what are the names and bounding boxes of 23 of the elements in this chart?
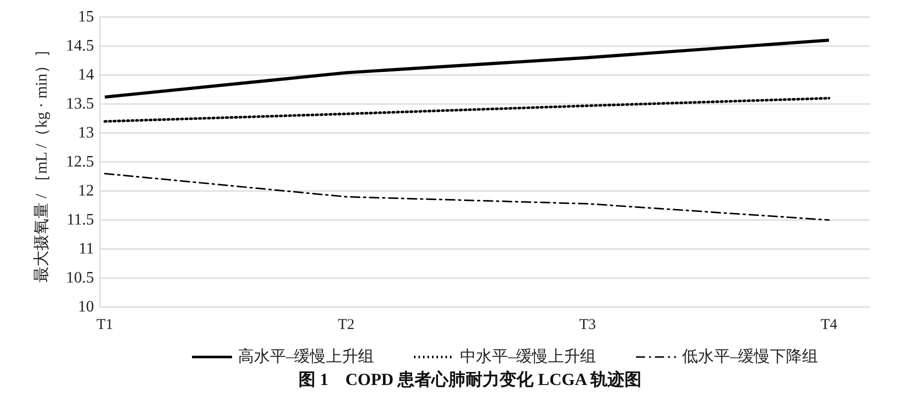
line-series [104,172,830,221]
y-tick-label: 14 [78,66,94,84]
y-tick-label: 12 [78,182,94,200]
y-tick-label: 10 [78,298,94,316]
y-tick-label: 10.5 [66,270,94,286]
y-axis-title: 最大摄氧量 / ［mL /（kg · min）］ [32,42,50,282]
legend-label: 中水平–缓慢上升组 [460,348,596,366]
y-tick-label: 12.5 [66,154,94,170]
line-series [104,96,830,123]
y-tick-label: 13 [78,124,94,142]
y-tick-label: 11.5 [66,212,94,228]
x-tick-label: T1 [96,317,114,333]
y-tick-label: 11 [78,240,94,258]
legend-label: 高水平–缓慢上升组 [238,348,374,366]
line-series [103,38,831,99]
x-tick-label: T4 [820,317,838,333]
x-tick-label: T3 [579,317,596,333]
y-tick-label: 13.5 [66,96,94,112]
text: 图 1 COPD 患者心肺耐力变化 LCGA 轨迹图 [298,370,642,389]
y-tick-label: 15 [78,8,94,26]
x-tick-label: T2 [338,317,355,333]
y-tick-label: 14.5 [66,38,94,54]
legend-label: 低水平–缓慢下降组 [682,348,818,366]
